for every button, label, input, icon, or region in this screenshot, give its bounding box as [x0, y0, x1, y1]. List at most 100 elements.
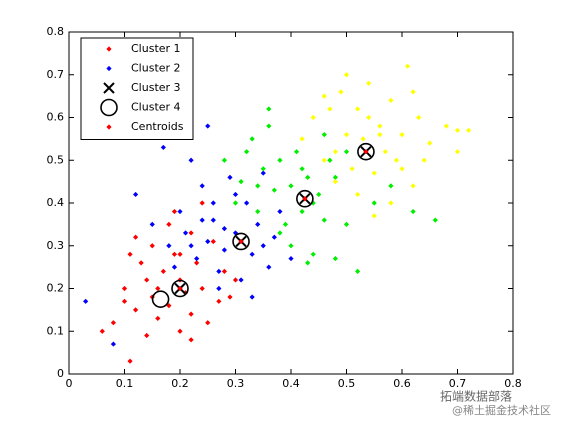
point [210, 217, 216, 223]
point [244, 200, 250, 206]
point [321, 217, 327, 223]
point [166, 303, 172, 309]
point [155, 285, 161, 292]
point [288, 243, 294, 249]
point [282, 221, 289, 227]
point [427, 140, 433, 146]
circle-marker [171, 279, 189, 298]
point [83, 298, 89, 304]
point [171, 251, 178, 257]
x-tick-label: 0.6 [393, 377, 411, 390]
legend-label: Cluster 3 [131, 81, 181, 94]
point [99, 328, 105, 334]
point [110, 320, 116, 326]
point [260, 166, 266, 172]
point [399, 166, 405, 172]
point [363, 149, 369, 155]
point [221, 247, 227, 253]
point [454, 149, 461, 155]
point [238, 277, 244, 283]
point [199, 285, 205, 292]
point [110, 341, 116, 347]
point [277, 208, 283, 215]
point [149, 243, 155, 249]
point [343, 132, 350, 138]
point [205, 123, 211, 129]
point [266, 264, 272, 270]
point [255, 183, 261, 189]
point [238, 179, 244, 185]
circle-marker [357, 142, 375, 161]
point [299, 208, 305, 215]
point [260, 243, 266, 249]
point [227, 174, 233, 180]
point [310, 251, 316, 257]
point [133, 191, 139, 198]
point [177, 285, 183, 292]
legend-marker [100, 98, 118, 117]
point [327, 157, 333, 163]
point [249, 251, 255, 257]
point [127, 251, 133, 257]
point [260, 170, 266, 176]
point [416, 114, 422, 121]
point [327, 106, 333, 112]
point [188, 230, 194, 236]
x-tick-label: 0.1 [116, 377, 134, 390]
point [166, 221, 172, 227]
point [321, 93, 327, 99]
point [232, 191, 239, 198]
point [210, 238, 216, 245]
circle-marker [296, 189, 314, 208]
watermark: 拓端数据部落 [440, 389, 512, 404]
point [302, 196, 308, 202]
y-tick-label: 0 [57, 367, 64, 380]
point [288, 255, 294, 262]
point [160, 144, 166, 151]
point [293, 149, 300, 155]
point [410, 183, 416, 189]
point [332, 174, 338, 180]
point [349, 166, 355, 172]
y-tick-label: 0.1 [47, 324, 65, 337]
point [133, 234, 139, 240]
y-tick-label: 0.3 [47, 239, 65, 252]
point [377, 132, 383, 138]
point [393, 157, 400, 163]
point [121, 285, 128, 292]
point [205, 320, 211, 326]
point [188, 311, 194, 317]
point [255, 208, 261, 215]
point [288, 183, 294, 189]
point [271, 234, 277, 240]
point [316, 191, 322, 198]
circle-marker [151, 290, 170, 308]
point [266, 123, 272, 129]
point [221, 268, 227, 274]
point [343, 221, 350, 227]
point [382, 149, 388, 155]
legend-marker [106, 124, 112, 130]
point [232, 200, 239, 206]
point [177, 208, 183, 215]
point [271, 187, 277, 193]
point [321, 157, 327, 163]
point [171, 264, 178, 270]
point [355, 268, 361, 274]
point [155, 315, 161, 322]
y-tick-label: 0.7 [47, 68, 65, 81]
point [121, 298, 128, 304]
point [216, 285, 222, 292]
point [182, 230, 189, 236]
point [454, 127, 461, 133]
x-tick-label: 0.2 [171, 377, 189, 390]
point [199, 183, 205, 189]
point [166, 243, 172, 249]
point [338, 89, 344, 95]
point [232, 277, 239, 283]
legend-marker [103, 82, 115, 94]
point [149, 221, 155, 227]
point [216, 298, 222, 304]
point [194, 260, 200, 266]
point [305, 260, 311, 266]
